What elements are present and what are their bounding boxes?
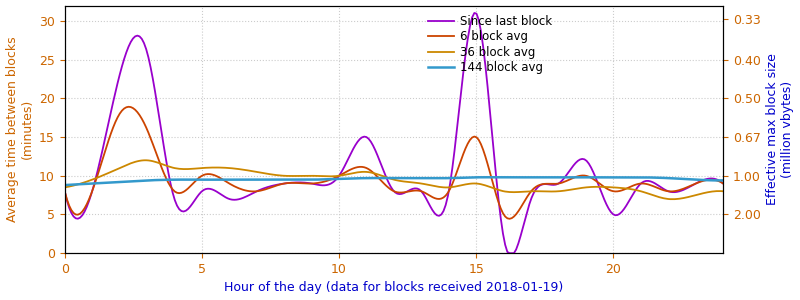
36 block avg [142,158,151,162]
36 block avg [60,186,70,189]
144 block avg [659,176,669,180]
6 block avg [661,189,670,193]
36 block avg [617,186,626,190]
Since last block [62,199,72,202]
144 block avg [463,176,473,179]
36 block avg [465,182,474,185]
Since last block [718,182,728,185]
36 block avg [454,184,464,188]
144 block avg [62,183,72,187]
Since last block [452,130,462,134]
6 block avg [452,171,462,174]
Legend: Since last block, 6 block avg, 36 block avg, 144 block avg: Since last block, 6 block avg, 36 block … [425,11,556,78]
144 block avg [617,176,626,179]
6 block avg [124,105,134,109]
36 block avg [718,190,728,193]
Y-axis label: Average time between blocks
(minutes): Average time between blocks (minutes) [6,37,34,222]
6 block avg [619,188,629,191]
144 block avg [60,183,70,187]
X-axis label: Hour of the day (data for blocks received 2018-01-19): Hour of the day (data for blocks receive… [224,281,563,294]
36 block avg [452,184,462,188]
Line: 36 block avg: 36 block avg [65,160,723,199]
6 block avg [505,217,514,220]
Line: 144 block avg: 144 block avg [65,177,723,185]
36 block avg [659,196,669,200]
Since last block [470,11,479,15]
Since last block [450,149,459,153]
36 block avg [668,197,678,201]
6 block avg [62,197,72,201]
36 block avg [62,185,72,189]
6 block avg [454,164,464,168]
Since last block [505,251,514,255]
144 block avg [450,176,459,180]
Y-axis label: Effective max block size
(million vbytes): Effective max block size (million vbytes… [766,53,794,205]
144 block avg [452,176,462,180]
Since last block [60,190,70,193]
6 block avg [718,182,728,185]
Since last block [661,188,670,192]
144 block avg [482,176,492,179]
6 block avg [465,138,474,142]
Since last block [619,207,629,211]
144 block avg [718,178,728,182]
6 block avg [60,190,70,193]
Line: Since last block: Since last block [65,13,723,253]
Line: 6 block avg: 6 block avg [65,107,723,219]
Since last block [463,37,473,41]
